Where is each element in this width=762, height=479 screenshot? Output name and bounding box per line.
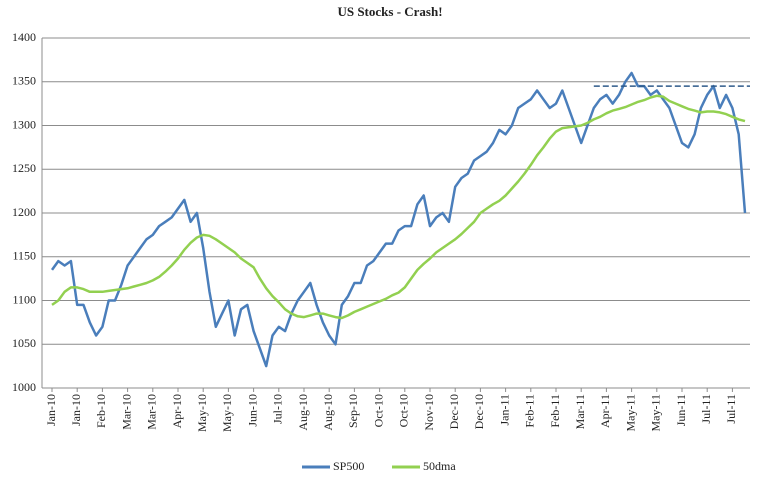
y-tick-label: 1100 — [12, 292, 36, 306]
x-tick-label: Apr-10 — [170, 394, 184, 428]
y-tick-label: 1300 — [12, 117, 36, 131]
chart-title: US Stocks - Crash! — [337, 4, 442, 19]
x-tick-label: Jun-10 — [245, 394, 259, 427]
x-tick-label: Aug-10 — [296, 394, 310, 431]
x-tick-label: Mar-10 — [145, 394, 159, 430]
y-tick-label: 1400 — [12, 30, 36, 44]
x-tick-label: Mar-11 — [573, 394, 587, 429]
x-tick-label: Jul-10 — [271, 394, 285, 424]
y-tick-label: 1000 — [12, 380, 36, 394]
x-tick-label: Feb-11 — [548, 394, 562, 428]
y-tick-label: 1250 — [12, 161, 36, 175]
x-tick-label: Jul-11 — [699, 394, 713, 424]
y-tick-label: 1200 — [12, 205, 36, 219]
x-tick-label: Apr-11 — [598, 394, 612, 428]
x-tick-label: May-11 — [649, 394, 663, 432]
x-tick-label: Jan-10 — [69, 394, 83, 426]
x-tick-label: Dec-10 — [447, 394, 461, 429]
x-tick-label: Sep-10 — [346, 394, 360, 428]
x-tick-label: May-11 — [623, 394, 637, 432]
series-line — [50, 71, 747, 368]
x-tick-label: Jan-11 — [497, 394, 511, 426]
legend-label: SP500 — [333, 459, 364, 473]
x-tick-label: Jul-11 — [724, 394, 738, 424]
x-tick-label: Nov-10 — [422, 394, 436, 431]
x-tick-label: Feb-11 — [523, 394, 537, 428]
x-tick-label: Mar-10 — [119, 394, 133, 430]
x-tick-label: May-10 — [195, 394, 209, 432]
x-tick-label: Aug-10 — [321, 394, 335, 431]
y-tick-label: 1350 — [12, 74, 36, 88]
x-tick-label: Oct-10 — [371, 394, 385, 427]
x-tick-label: Feb-10 — [94, 394, 108, 428]
legend-label: 50dma — [423, 459, 456, 473]
x-tick-label: Dec-10 — [472, 394, 486, 429]
x-tick-label: Jun-11 — [674, 394, 688, 426]
x-tick-label: Oct-10 — [397, 394, 411, 427]
y-tick-label: 1050 — [12, 336, 36, 350]
y-tick-label: 1150 — [12, 249, 36, 263]
series-line — [51, 94, 746, 320]
x-tick-label: May-10 — [220, 394, 234, 432]
x-tick-label: Jan-10 — [44, 394, 58, 426]
